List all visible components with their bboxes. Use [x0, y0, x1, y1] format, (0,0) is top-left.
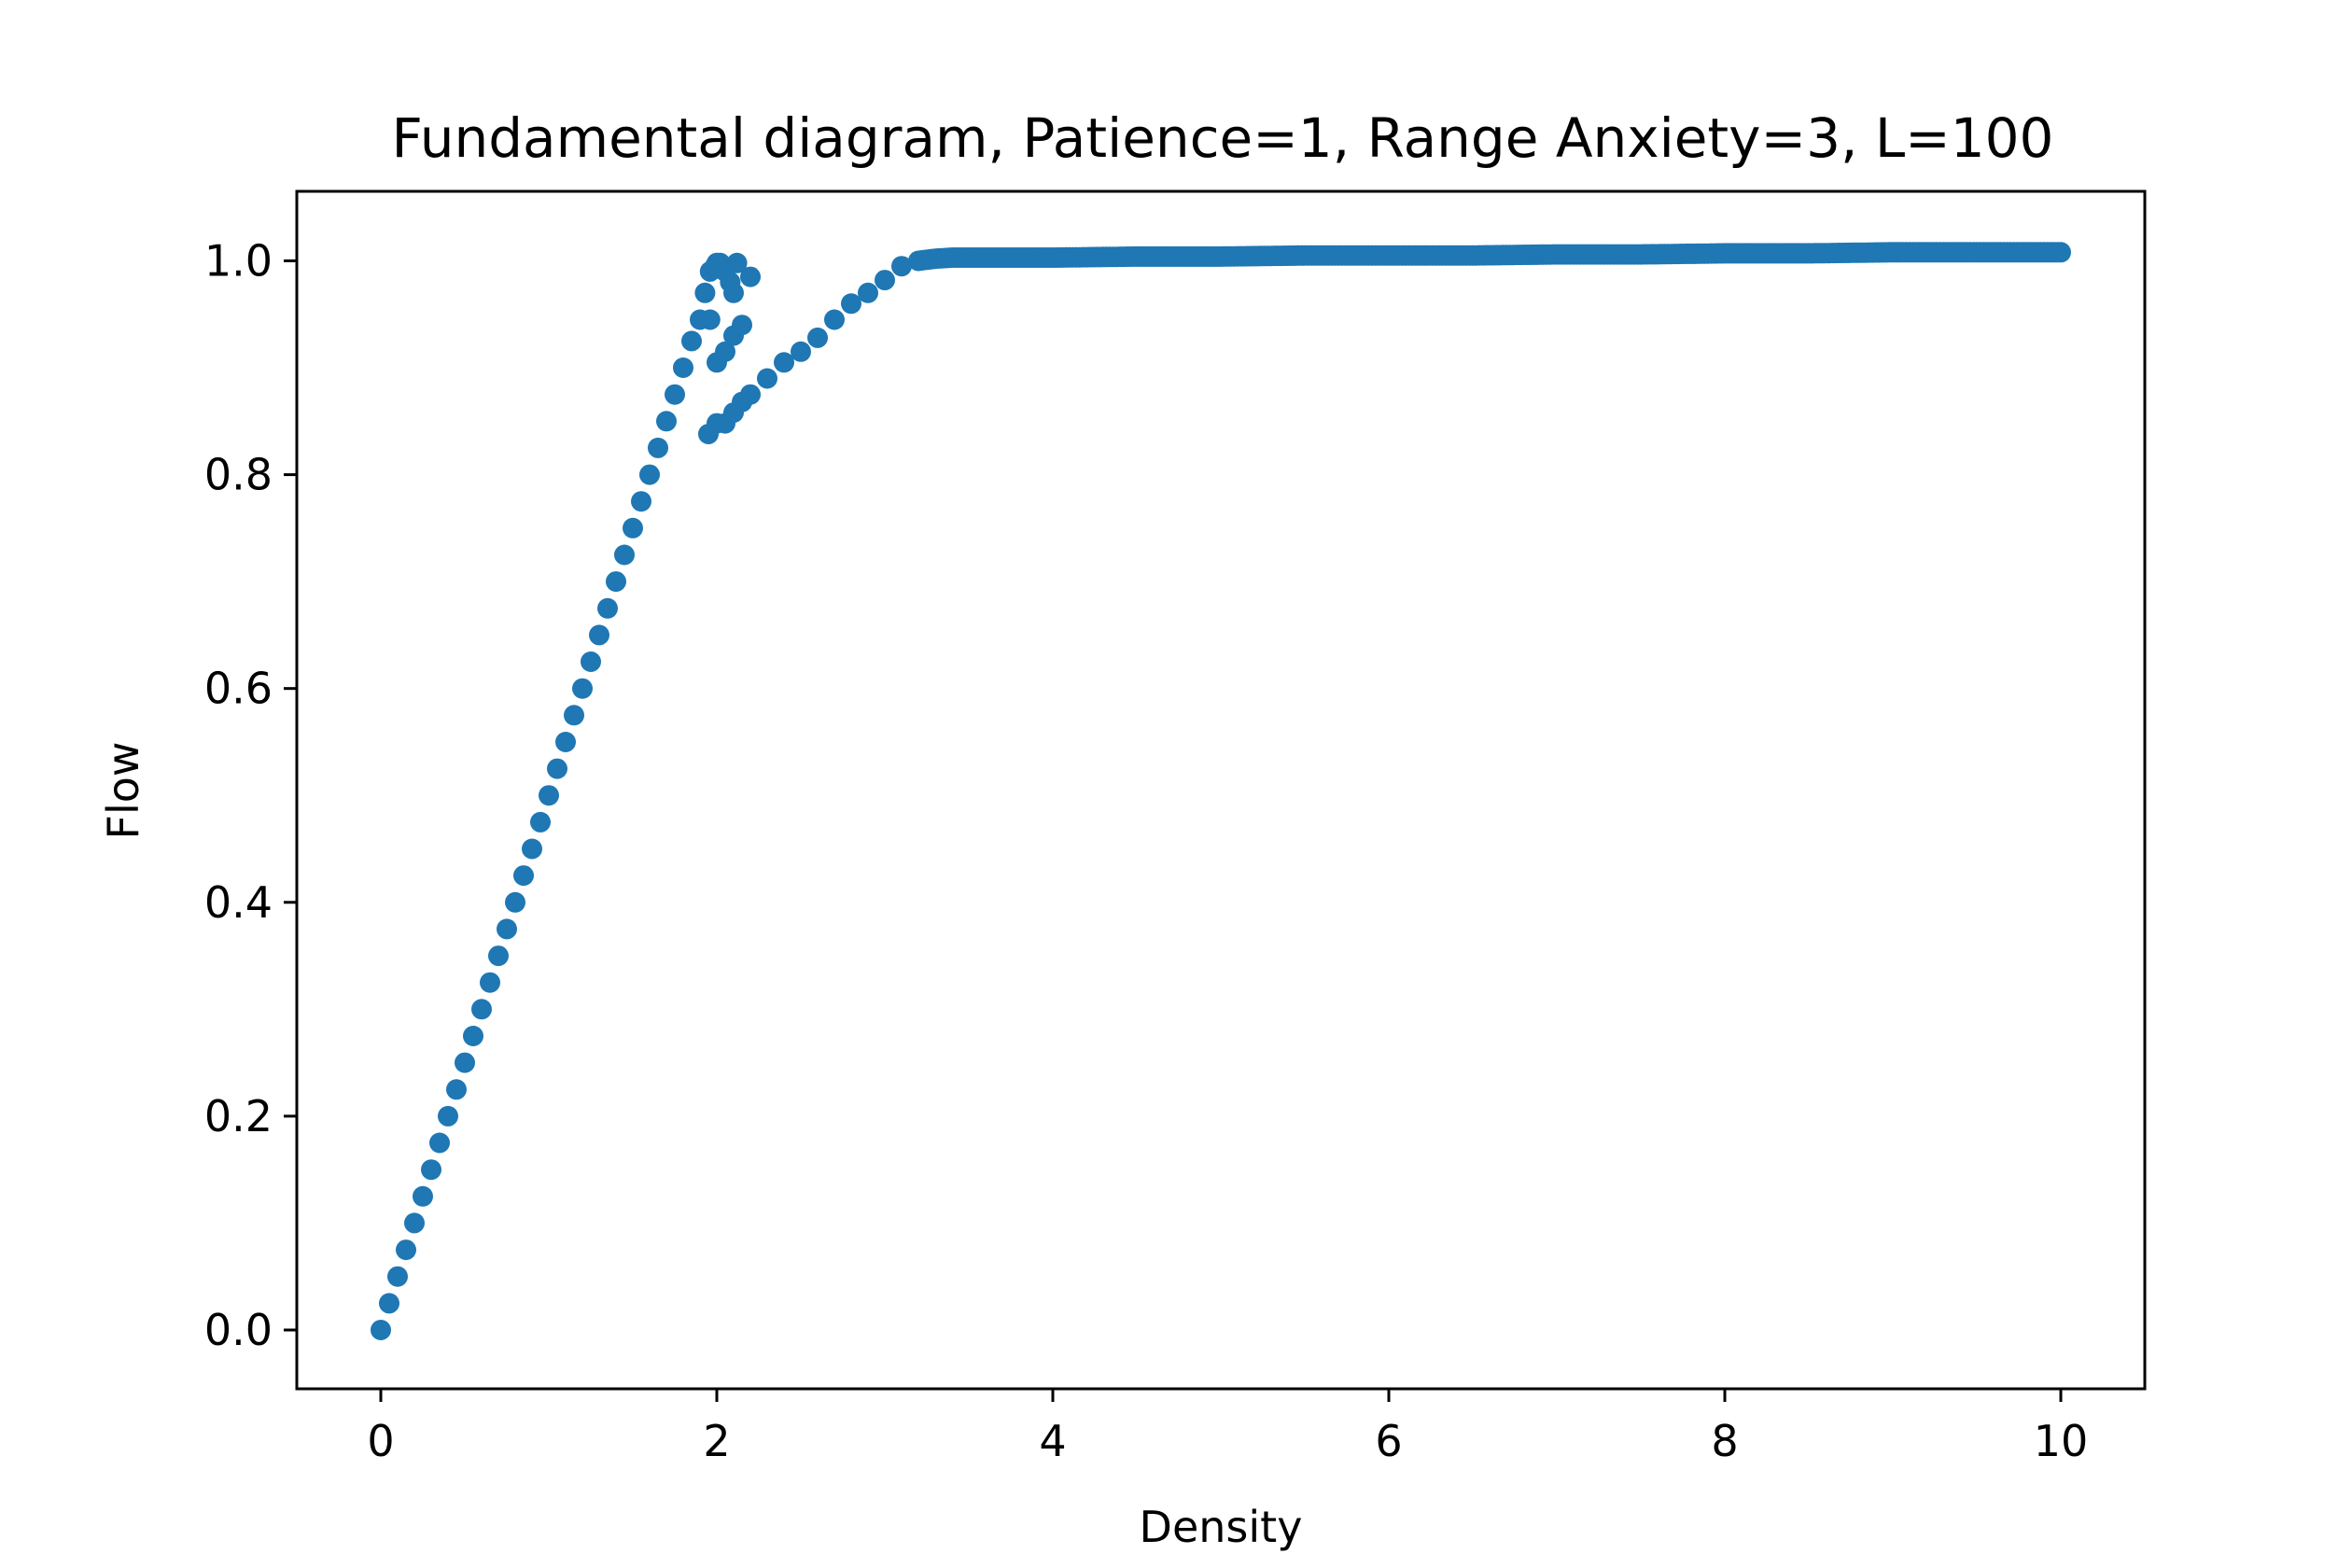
y-tick-label: 0.4 [204, 877, 273, 928]
data-point [665, 384, 685, 405]
data-point [648, 437, 668, 458]
data-point [539, 785, 559, 806]
data-point [875, 270, 895, 291]
x-tick-label: 10 [2034, 1416, 2089, 1466]
data-point [732, 315, 752, 336]
data-point [547, 758, 567, 779]
data-point [455, 1052, 475, 1073]
data-point [530, 811, 551, 833]
data-point [723, 282, 744, 303]
x-tick-label: 8 [1711, 1416, 1738, 1466]
data-point [774, 352, 794, 373]
y-tick-label: 0.8 [204, 450, 273, 500]
data-point [404, 1212, 425, 1234]
data-point [740, 384, 761, 405]
data-point [396, 1239, 416, 1261]
x-axis-label: Density [1140, 1502, 1303, 1552]
y-axis-label: Flow [98, 741, 148, 839]
data-point [471, 999, 492, 1020]
x-tick-label: 2 [703, 1416, 730, 1466]
y-axis-ticks: 0.0 0.2 0.4 0.6 0.8 1.0 [204, 235, 297, 1355]
data-point [446, 1079, 467, 1100]
data-point [581, 651, 601, 672]
data-point [606, 571, 626, 593]
data-points [371, 242, 2071, 1340]
data-point [699, 309, 721, 330]
data-point [522, 838, 542, 860]
data-point [694, 282, 716, 303]
data-point [681, 330, 702, 352]
y-tick-label: 0.2 [204, 1091, 273, 1141]
data-point [2047, 242, 2068, 263]
x-tick-label: 4 [1039, 1416, 1066, 1466]
x-tick-label: 0 [367, 1416, 394, 1466]
chart-title: Fundamental diagram, Patience=1, Range A… [392, 106, 2054, 170]
data-point [488, 945, 509, 967]
data-point [413, 1185, 433, 1207]
data-point [513, 865, 534, 887]
data-point [555, 732, 576, 752]
plot-area-frame [295, 189, 2147, 1391]
data-point [387, 1266, 408, 1287]
data-point [379, 1293, 399, 1314]
data-point [480, 972, 500, 993]
data-point [589, 624, 609, 646]
x-axis-ticks: 0 2 4 6 8 10 [367, 1389, 2088, 1466]
data-point [371, 1320, 391, 1340]
data-point [564, 705, 584, 726]
data-point [715, 341, 735, 362]
data-point [421, 1159, 441, 1181]
data-point [656, 411, 677, 432]
x-tick-label: 6 [1375, 1416, 1402, 1466]
y-tick-label: 0.6 [204, 664, 273, 714]
data-point [623, 517, 643, 539]
data-point [824, 309, 845, 330]
data-point [639, 464, 660, 485]
data-point [572, 678, 593, 699]
data-point [497, 918, 517, 940]
data-point [858, 282, 878, 303]
data-point [597, 597, 618, 619]
data-point [791, 341, 811, 362]
y-tick-label: 1.0 [204, 235, 273, 286]
data-point [614, 544, 635, 566]
data-point [429, 1132, 450, 1154]
data-point [740, 266, 761, 287]
data-point [505, 891, 525, 913]
data-point [757, 368, 777, 389]
data-point [673, 357, 693, 378]
data-point [438, 1105, 458, 1127]
y-tick-label: 0.0 [204, 1305, 273, 1355]
data-point [807, 327, 828, 348]
data-point [841, 293, 861, 315]
data-point [891, 256, 912, 277]
data-point [726, 252, 748, 273]
data-point [631, 491, 651, 512]
data-point [463, 1026, 483, 1046]
